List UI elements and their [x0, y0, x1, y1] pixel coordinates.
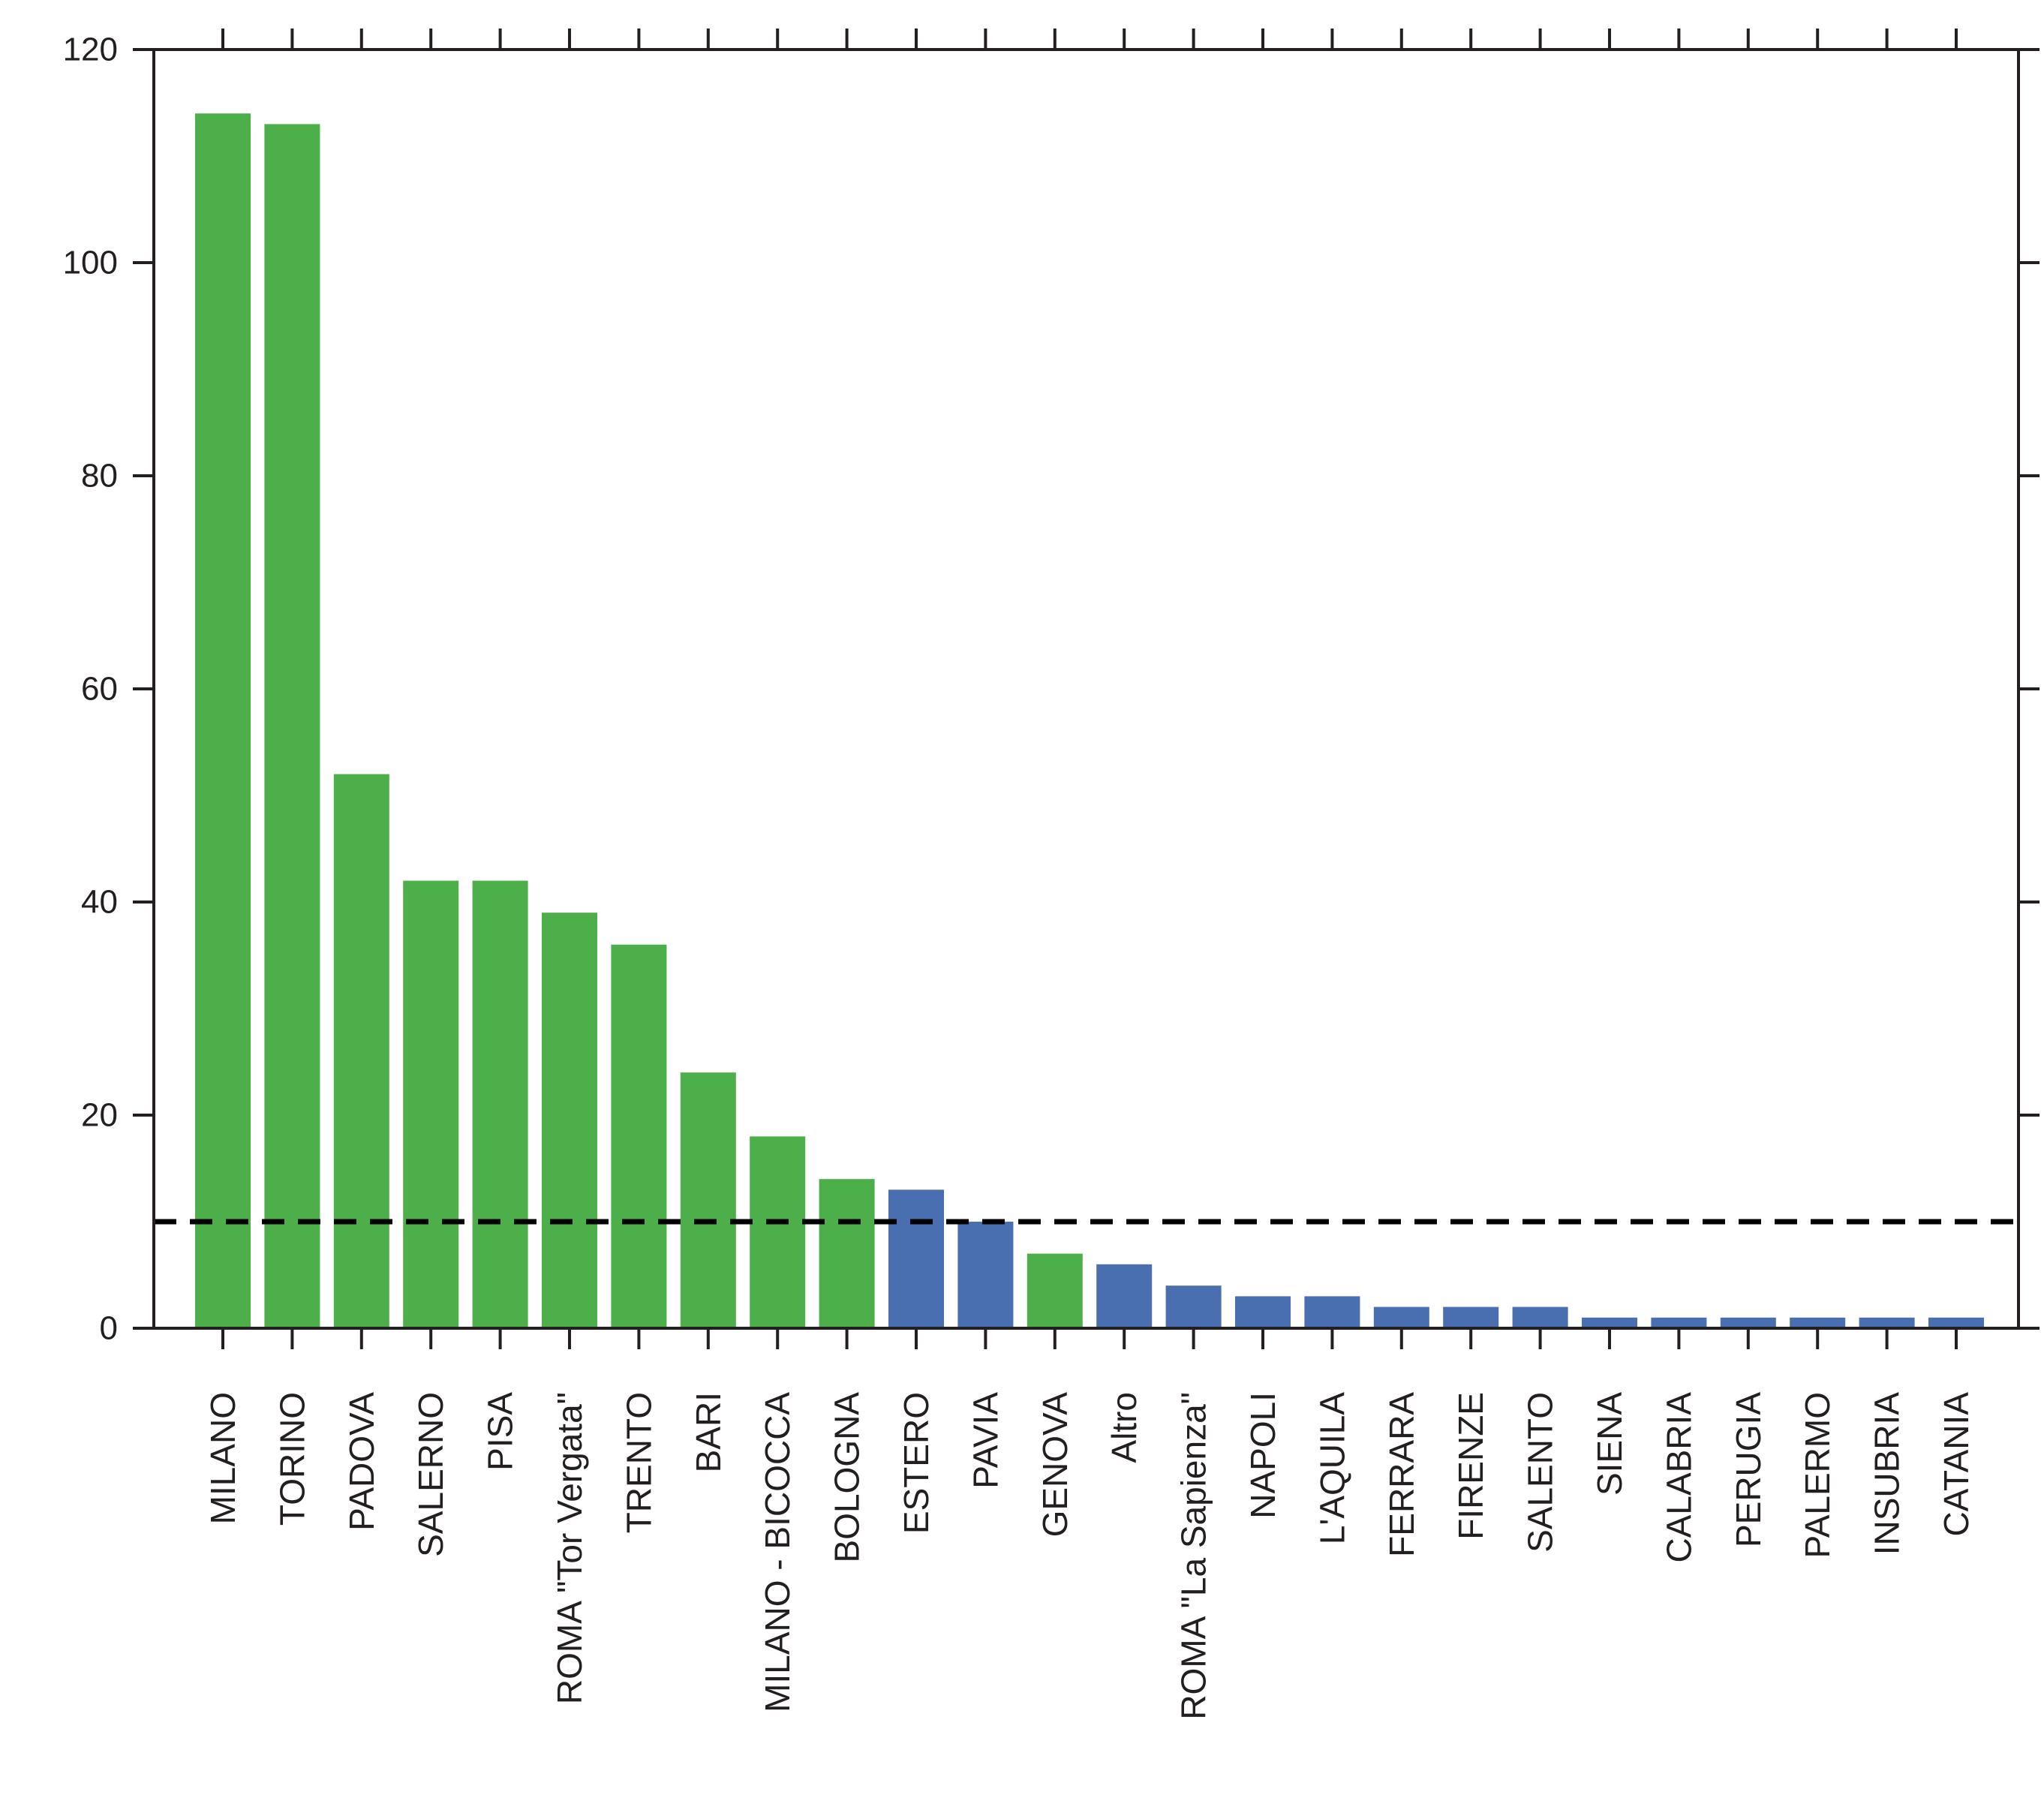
x-category-label-25: CATANIA — [1937, 1392, 1976, 1537]
bar-6 — [611, 944, 667, 1328]
bar-13 — [1096, 1264, 1153, 1328]
bar-18 — [1443, 1306, 1499, 1328]
y-axis-ticks: 0 20 40 60 80 100 120 — [63, 32, 2039, 1347]
bar-3 — [403, 880, 459, 1328]
bar-15 — [1235, 1296, 1291, 1328]
x-category-label-12: GENOVA — [1036, 1392, 1075, 1538]
y-tick-label-0: 0 — [100, 1310, 118, 1347]
x-category-label-18: FIRENZE — [1451, 1392, 1490, 1540]
x-category-label-0: MILANO — [203, 1392, 242, 1524]
x-axis-labels: MILANO TORINO PADOVA SALERNO PISA ROMA "Tor V… — [203, 29, 1976, 1720]
y-tick-label-3: 60 — [81, 671, 118, 708]
bar-23 — [1790, 1317, 1846, 1328]
x-category-label-17: FERRARA — [1382, 1392, 1421, 1557]
bar-11 — [957, 1222, 1014, 1328]
x-category-label-20: SIENA — [1590, 1392, 1629, 1496]
bar-17 — [1373, 1306, 1429, 1328]
x-category-label-16: L'AQUILA — [1312, 1392, 1351, 1544]
x-category-label-8: MILANO - BICOCCA — [758, 1392, 797, 1712]
x-category-label-7: BARI — [689, 1392, 728, 1472]
bar-25 — [1928, 1317, 1984, 1328]
bar-16 — [1304, 1296, 1360, 1328]
x-category-label-19: SALENTO — [1521, 1392, 1560, 1553]
x-category-label-3: SALERNO — [411, 1392, 450, 1557]
bar-7 — [680, 1072, 736, 1328]
y-tick-label-6: 120 — [63, 32, 118, 68]
bar-9 — [819, 1179, 875, 1328]
x-category-label-21: CALABRIA — [1659, 1392, 1698, 1563]
x-category-label-9: BOLOGNA — [828, 1392, 867, 1563]
bar-20 — [1582, 1317, 1637, 1328]
bar-1 — [264, 124, 320, 1328]
bar-5 — [542, 913, 597, 1328]
x-category-label-10: ESTERO — [897, 1392, 936, 1534]
bar-12 — [1027, 1253, 1083, 1328]
bars-group — [195, 113, 1984, 1329]
x-category-label-14: ROMA "La Sapienza" — [1174, 1392, 1213, 1720]
bar-19 — [1512, 1306, 1568, 1328]
x-category-label-24: INSUBRIA — [1868, 1392, 1907, 1556]
bar-4 — [472, 880, 528, 1328]
x-category-label-15: NAPOLI — [1243, 1392, 1282, 1519]
y-tick-label-1: 20 — [81, 1097, 118, 1134]
x-category-label-2: PADOVA — [342, 1392, 381, 1531]
x-category-label-23: PALERMO — [1798, 1392, 1837, 1559]
bar-22 — [1720, 1317, 1776, 1328]
y-tick-label-2: 40 — [81, 884, 118, 921]
x-category-label-1: TORINO — [272, 1392, 311, 1526]
x-category-label-4: PISA — [481, 1392, 520, 1471]
x-category-label-11: PAVIA — [966, 1392, 1005, 1489]
bar-2 — [333, 774, 389, 1328]
bar-14 — [1165, 1285, 1222, 1328]
y-tick-label-4: 80 — [81, 458, 118, 495]
bar-10 — [888, 1189, 944, 1328]
x-category-label-22: PERUGIA — [1729, 1392, 1768, 1547]
bar-8 — [750, 1136, 806, 1328]
bar-24 — [1859, 1317, 1915, 1328]
x-category-label-6: TRENTO — [619, 1392, 658, 1533]
bar-21 — [1651, 1317, 1707, 1328]
x-category-label-5: ROMA "Tor Vergata" — [550, 1392, 589, 1704]
bar-0 — [195, 113, 251, 1329]
y-tick-label-5: 100 — [63, 245, 118, 281]
x-category-label-13: Altro — [1105, 1392, 1144, 1463]
